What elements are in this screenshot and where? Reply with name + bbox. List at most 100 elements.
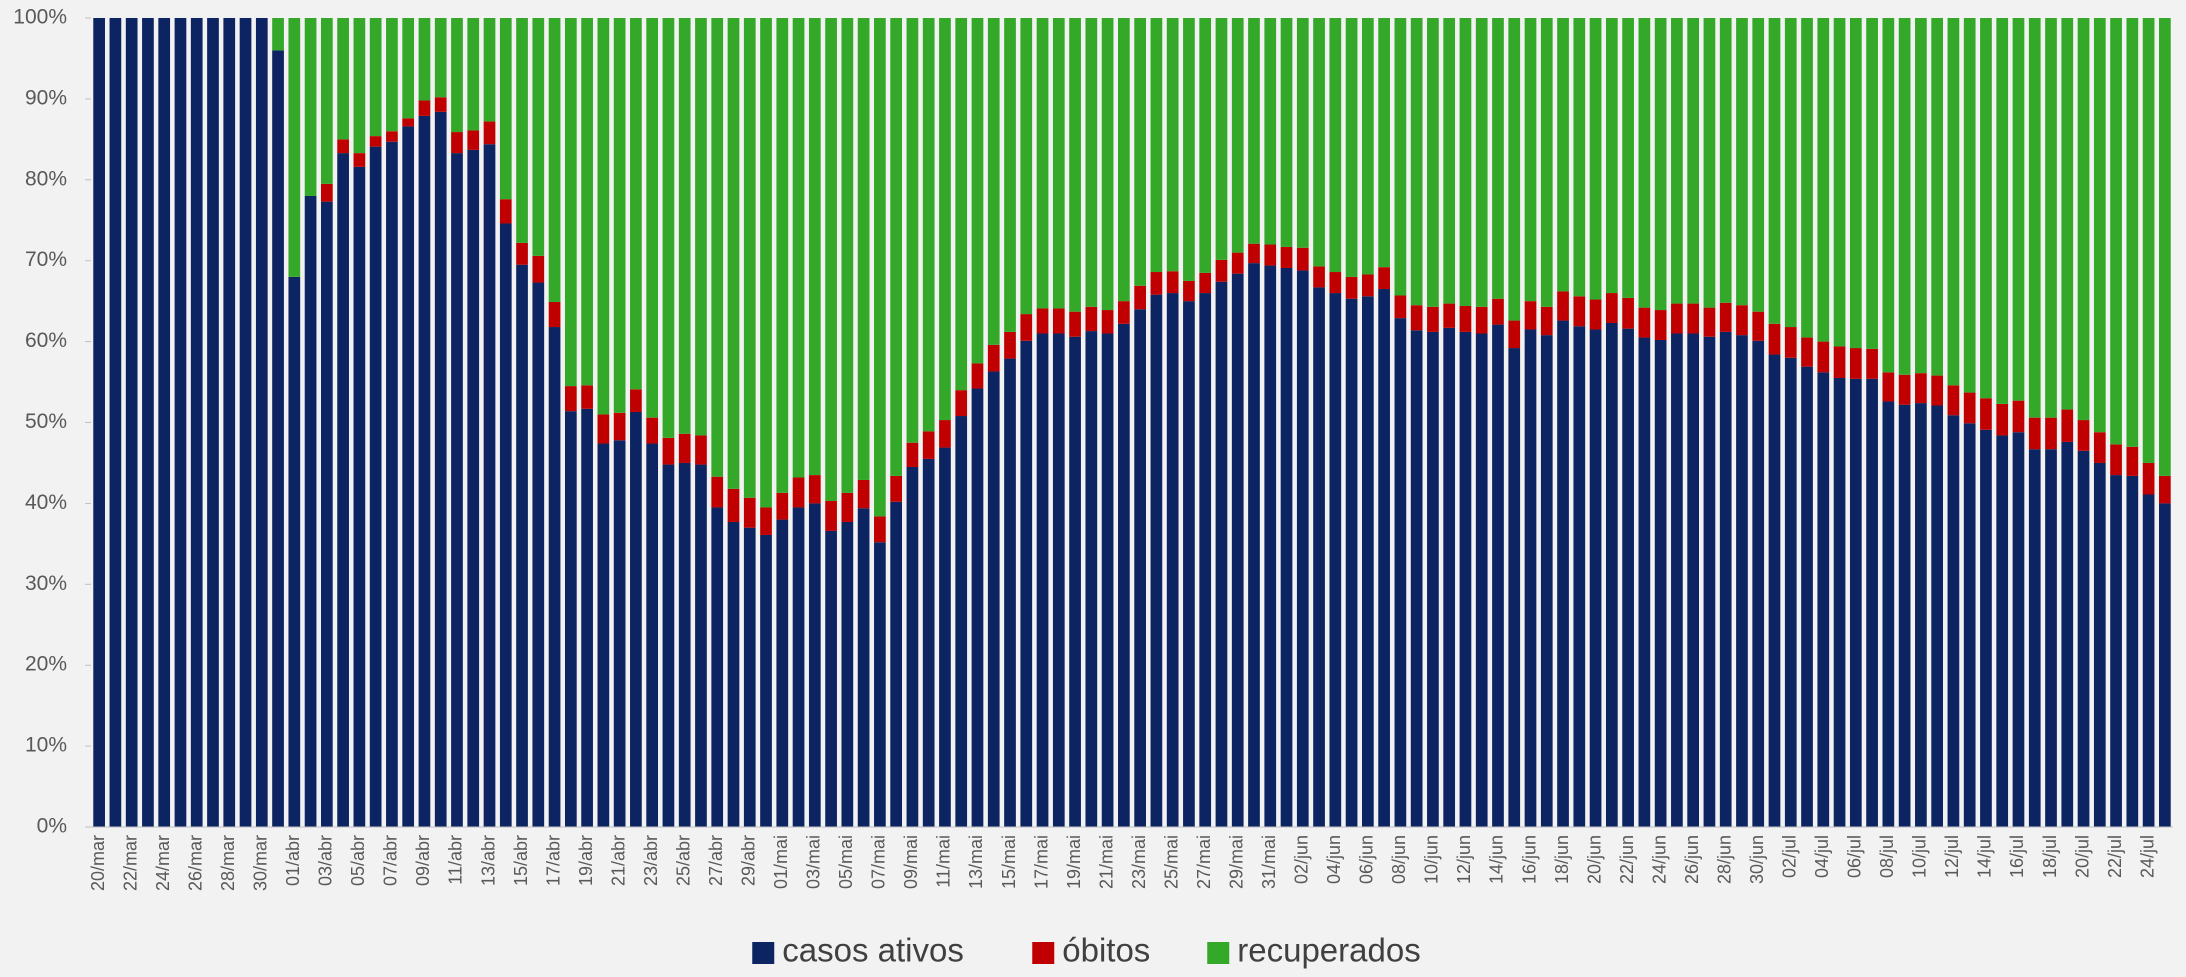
bar-segment bbox=[743, 497, 756, 528]
x-tick-label: 04/jun bbox=[1324, 835, 1344, 884]
bar-segment bbox=[564, 386, 577, 412]
bar-segment bbox=[2012, 400, 2025, 433]
bar-segment bbox=[662, 437, 675, 465]
x-tick-label: 03/mai bbox=[804, 835, 824, 889]
bar-segment bbox=[939, 18, 951, 421]
bar-segment bbox=[825, 18, 837, 501]
bar-segment bbox=[1557, 291, 1569, 321]
bar-segment bbox=[1524, 329, 1537, 827]
bar-segment bbox=[1345, 276, 1358, 299]
bar-segment bbox=[207, 18, 219, 827]
bar-segment bbox=[890, 475, 903, 502]
x-tick-label: 05/mai bbox=[836, 835, 856, 889]
bar-segment bbox=[581, 385, 593, 409]
bar-segment bbox=[1768, 323, 1781, 355]
bar-segment bbox=[678, 462, 691, 827]
bar-segment bbox=[1784, 327, 1797, 358]
bar-segment bbox=[2012, 18, 2025, 401]
x-tick-label: 09/abr bbox=[413, 835, 433, 886]
bar-segment bbox=[857, 508, 870, 827]
bar-segment bbox=[613, 440, 626, 827]
bar-segment bbox=[1248, 18, 1260, 244]
bar-segment bbox=[1703, 307, 1716, 337]
x-tick-label: 12/jun bbox=[1454, 835, 1474, 884]
bar-segment bbox=[808, 503, 821, 827]
bar-segment bbox=[678, 18, 691, 434]
bar-segment bbox=[1443, 327, 1456, 827]
bar-segment bbox=[353, 166, 366, 827]
bar-segment bbox=[369, 18, 382, 137]
bar-segment bbox=[1524, 301, 1537, 330]
bar-segment bbox=[1540, 335, 1553, 827]
bar-segment bbox=[711, 18, 724, 477]
x-tick-label: 25/mai bbox=[1161, 835, 1181, 889]
x-tick-label: 10/jun bbox=[1422, 835, 1442, 884]
bar-segment bbox=[2159, 475, 2171, 504]
bar-segment bbox=[2126, 18, 2139, 447]
bar-segment bbox=[2077, 450, 2090, 827]
bar-segment bbox=[402, 126, 415, 827]
bar-segment bbox=[516, 264, 528, 827]
bar-segment bbox=[288, 18, 301, 277]
bar-segment bbox=[1036, 308, 1049, 334]
bar-segment bbox=[2093, 18, 2106, 433]
bar-segment bbox=[467, 18, 480, 131]
bar-segment bbox=[1540, 306, 1553, 336]
bar-segment bbox=[662, 464, 675, 827]
bar-segment bbox=[1085, 306, 1098, 332]
x-tick-label: 20/jun bbox=[1584, 835, 1604, 884]
bar-segment bbox=[304, 195, 317, 828]
bar-segment bbox=[727, 522, 740, 827]
bar-segment bbox=[1898, 404, 1911, 827]
bar-segment bbox=[1329, 18, 1342, 273]
bar-segment bbox=[1264, 18, 1277, 245]
bar-segment bbox=[825, 500, 837, 531]
bar-segment bbox=[1849, 348, 1862, 379]
bar-segment bbox=[1654, 310, 1667, 340]
bar-segment bbox=[841, 492, 854, 523]
bar-segment bbox=[1736, 305, 1748, 336]
bar-segment bbox=[1752, 18, 1765, 312]
bar-segment bbox=[1768, 18, 1781, 324]
bar-segment bbox=[987, 371, 1000, 827]
bar-segment bbox=[239, 18, 252, 827]
x-tick-label: 20/mar bbox=[88, 835, 108, 891]
bar-segment bbox=[1166, 271, 1179, 294]
bar-segment bbox=[776, 492, 789, 520]
bar-segment bbox=[190, 18, 203, 827]
bar-segment bbox=[1589, 329, 1602, 827]
bar-segment bbox=[1980, 429, 1992, 827]
bar-segment bbox=[1329, 272, 1342, 294]
bar-segment bbox=[695, 464, 707, 827]
bar-segment bbox=[353, 153, 366, 167]
bar-segment bbox=[434, 111, 447, 828]
bar-segment bbox=[1768, 354, 1781, 827]
bar-segment bbox=[158, 18, 171, 827]
bar-segment bbox=[174, 18, 187, 827]
bar-segment bbox=[1671, 303, 1683, 334]
x-tick-label: 28/mar bbox=[218, 835, 238, 891]
bar-segment bbox=[386, 18, 398, 132]
bar-segment bbox=[499, 199, 512, 224]
bar-segment bbox=[1915, 373, 1927, 404]
x-tick-label: 17/mai bbox=[1031, 835, 1051, 889]
x-tick-label: 03/abr bbox=[316, 835, 336, 886]
bar-segment bbox=[1118, 323, 1130, 827]
x-tick-label: 15/abr bbox=[511, 835, 531, 886]
bar-segment bbox=[1703, 336, 1716, 827]
bar-segment bbox=[808, 475, 821, 504]
bar-segment bbox=[1801, 18, 1813, 338]
bar-segment bbox=[874, 18, 886, 517]
y-tick-label: 30% bbox=[25, 572, 67, 595]
y-tick-label: 100% bbox=[13, 6, 67, 29]
bar-segment bbox=[1459, 331, 1472, 827]
x-tick-label: 22/mar bbox=[120, 835, 140, 891]
bar-segment bbox=[1784, 18, 1797, 328]
bar-segment bbox=[1654, 339, 1667, 827]
bar-segment bbox=[369, 146, 382, 828]
bar-segment bbox=[597, 443, 610, 827]
x-tick-label: 23/mai bbox=[1129, 835, 1149, 889]
legend-swatch bbox=[1207, 942, 1230, 964]
x-tick-label: 07/abr bbox=[381, 835, 401, 886]
bar-segment bbox=[499, 223, 512, 828]
